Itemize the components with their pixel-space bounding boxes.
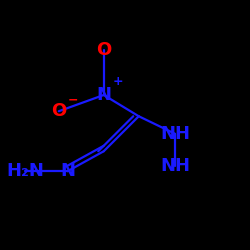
Text: NH: NH: [160, 157, 190, 175]
Text: O: O: [51, 102, 66, 120]
Text: N: N: [96, 86, 111, 104]
Text: NH: NH: [160, 125, 190, 143]
Text: +: +: [112, 75, 123, 88]
Text: −: −: [67, 94, 78, 106]
Text: H₂N: H₂N: [6, 162, 44, 180]
Text: O: O: [96, 41, 112, 59]
Text: N: N: [60, 162, 75, 180]
